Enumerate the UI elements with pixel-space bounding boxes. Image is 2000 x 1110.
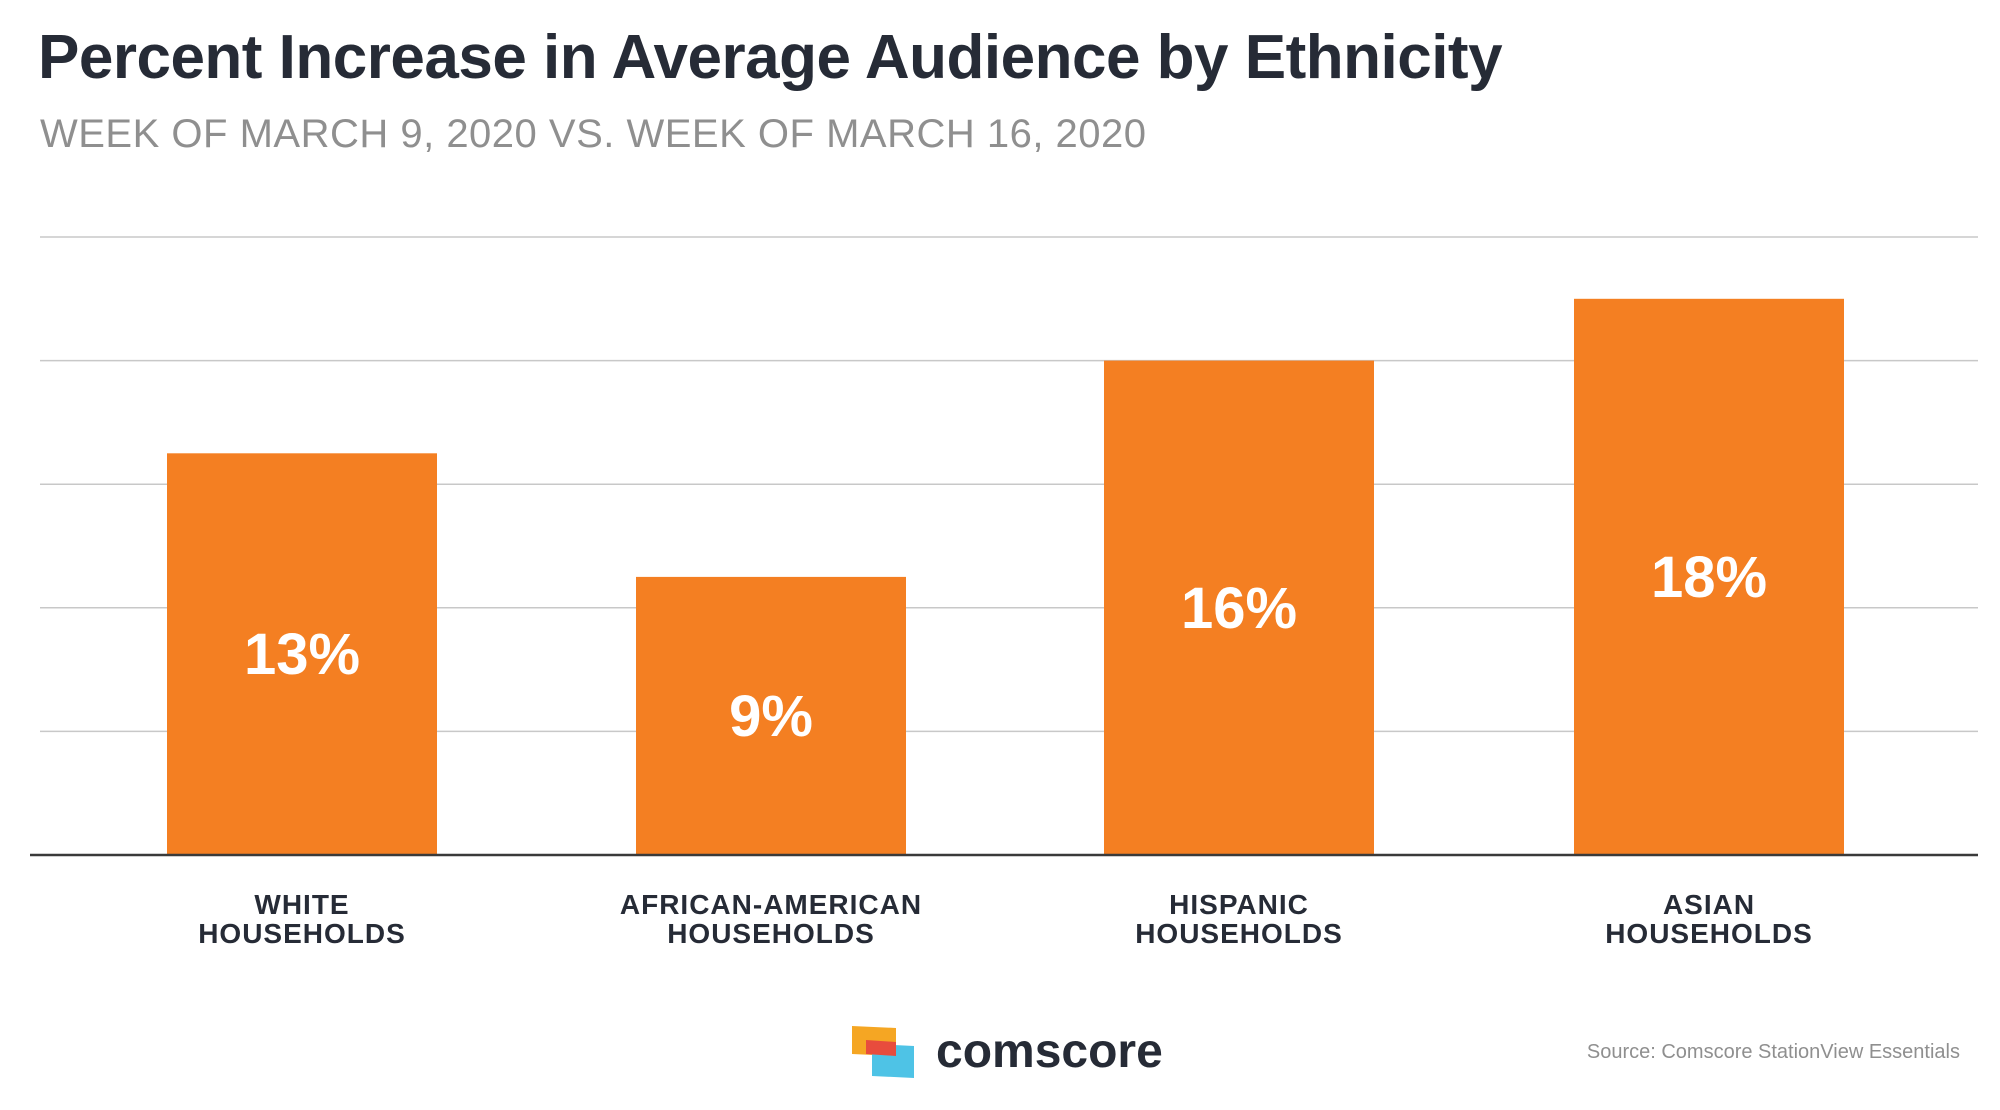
bar-chart: 13%9%16% 18% WHITEHOUSEHOLDSAFRICAN-AMERI… (30, 236, 1978, 949)
category-label: AFRICAN-AMERICAN (620, 889, 922, 920)
bar (636, 576, 906, 855)
category-label: HOUSEHOLDS (198, 918, 406, 949)
bar (167, 453, 437, 855)
bar (1574, 298, 1844, 855)
bar-value-label: 9% (729, 684, 813, 749)
category-label: ASIAN (1663, 889, 1755, 920)
bars (167, 298, 1844, 855)
category-labels: WHITEHOUSEHOLDSAFRICAN-AMERICANHOUSEHOLD… (198, 889, 1813, 949)
comscore-logo-icon (852, 1025, 914, 1078)
category-label: HISPANIC (1169, 889, 1309, 920)
data-labels: 13% 9% 16% 18% (244, 545, 1767, 749)
bar (1104, 360, 1374, 855)
bar-value-label: 13% (244, 622, 360, 687)
chart-title: Percent Increase in Average Audience by … (38, 23, 1503, 92)
category-label: HOUSEHOLDS (1135, 918, 1343, 949)
chart-subtitle: WEEK OF MARCH 9, 2020 VS. WEEK OF MARCH … (40, 112, 1147, 156)
bar-value-label: 16% (1181, 576, 1297, 641)
source-note: Source: Comscore StationView Essentials (1586, 1041, 1960, 1063)
category-label: HOUSEHOLDS (1605, 918, 1813, 949)
comscore-logo: comscore (852, 1024, 1163, 1079)
category-label: HOUSEHOLDS (667, 918, 875, 949)
logo-text: comscore (936, 1025, 1163, 1078)
bar-value-label: 18% (1651, 545, 1767, 610)
category-label: WHITE (254, 889, 349, 920)
